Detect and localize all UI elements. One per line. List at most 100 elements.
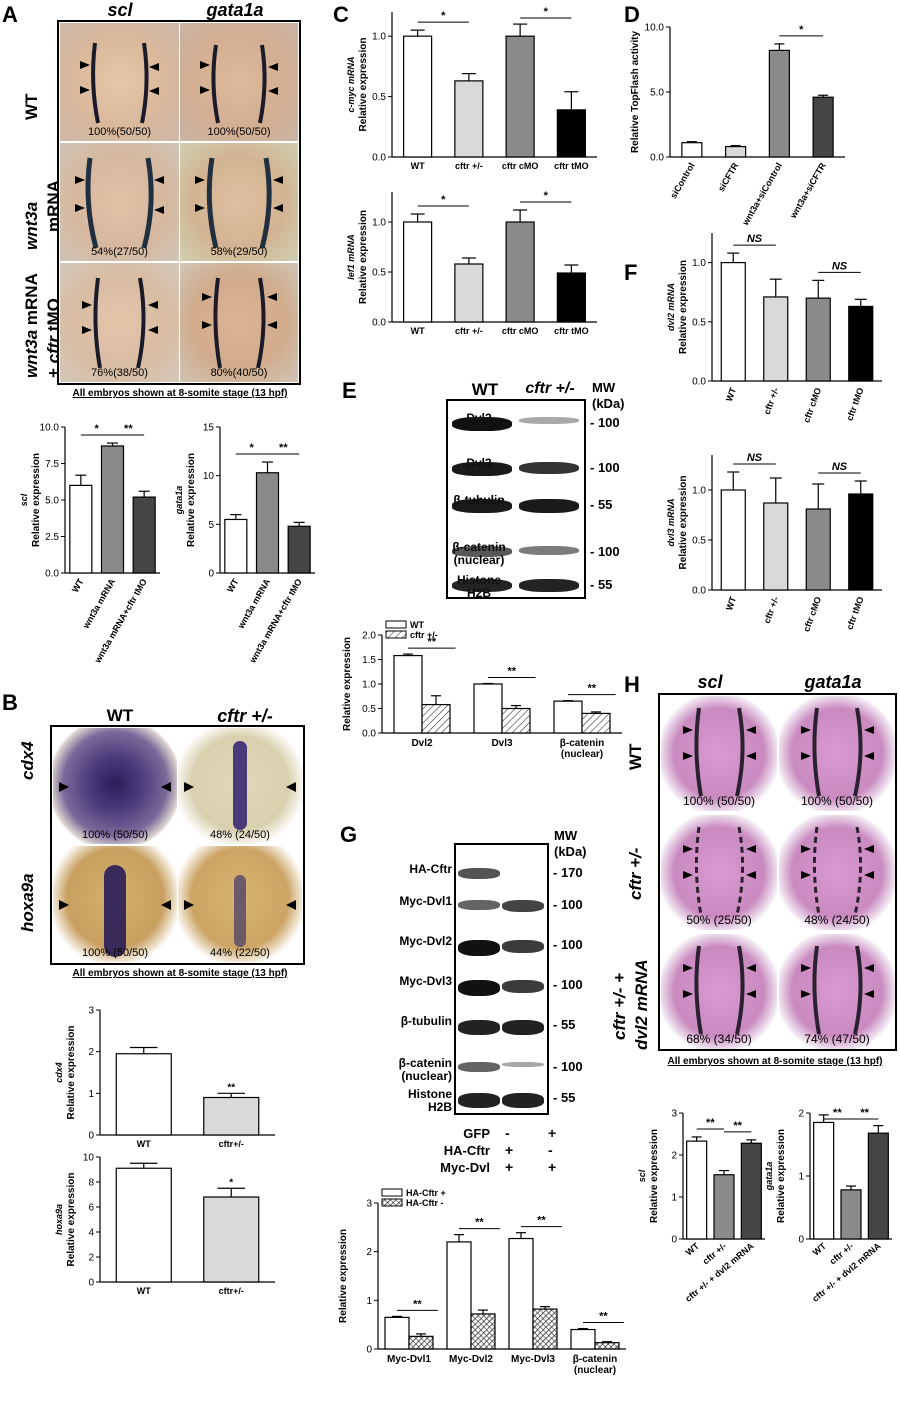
significance-marker: ** bbox=[860, 1107, 869, 1119]
panel-label-d: D bbox=[624, 2, 640, 27]
y-axis-label: Relative expression bbox=[649, 1129, 660, 1223]
bar bbox=[840, 1189, 862, 1240]
legend-swatch bbox=[385, 630, 407, 639]
bar bbox=[115, 1167, 172, 1283]
x-tick-label: cftr cMO bbox=[801, 595, 823, 633]
significance-marker: ** bbox=[733, 1120, 742, 1132]
g-band-label: HA-Cftr bbox=[409, 862, 452, 876]
embryo-image: 54%(27/50) bbox=[60, 143, 179, 261]
e-mw-label: - 55 bbox=[590, 577, 613, 592]
x-tick-label: cftr+/- bbox=[219, 1139, 244, 1149]
legend-label: HA-Cftr - bbox=[406, 1198, 444, 1208]
y-tick-label: 2 bbox=[88, 1047, 94, 1058]
bar bbox=[393, 654, 423, 734]
significance-marker: * bbox=[544, 190, 549, 202]
y-tick-label: 0.5 bbox=[372, 268, 386, 279]
y-tick-label: 0.5 bbox=[692, 536, 706, 547]
y-axis-label: scl bbox=[19, 493, 29, 506]
y-tick-label: 1.0 bbox=[362, 680, 376, 691]
g-mw-label: - 170 bbox=[553, 865, 583, 880]
g-mw-label: - 100 bbox=[553, 1059, 583, 1074]
g-condition-label: Myc-Dvl bbox=[440, 1160, 490, 1175]
e-mw-label: - 100 bbox=[590, 415, 620, 430]
x-tick-label: cftr +/- bbox=[455, 326, 483, 336]
legend-label: cftr +/- bbox=[410, 630, 438, 640]
significance-marker: ** bbox=[706, 1117, 715, 1129]
bar bbox=[501, 707, 531, 734]
y-tick-label: 0 bbox=[366, 1345, 372, 1356]
x-tick-label: cftr cMO bbox=[801, 386, 823, 424]
a-pct-2: 100%(50/50) bbox=[207, 126, 271, 138]
western-blot-band bbox=[458, 980, 500, 996]
bar bbox=[713, 1174, 735, 1240]
bar bbox=[768, 49, 790, 158]
bar bbox=[384, 1316, 410, 1350]
chart-d: 0.0 5.0 10.0 Relative TopFlash activity siCo… bbox=[630, 23, 845, 228]
significance-marker: ** bbox=[833, 1107, 842, 1119]
significance-marker: NS bbox=[747, 233, 763, 245]
bar bbox=[408, 1335, 434, 1350]
bar bbox=[421, 703, 451, 734]
legend-swatch bbox=[381, 1198, 403, 1207]
bar bbox=[681, 142, 703, 158]
bar bbox=[508, 1237, 534, 1350]
x-tick-label: Myc-Dvl2 bbox=[449, 1354, 493, 1365]
a-pct-4: 58%(29/50) bbox=[210, 246, 268, 258]
legend-label: HA-Cftr + bbox=[406, 1188, 446, 1198]
b-pct-1: 100% (50/50) bbox=[81, 829, 149, 841]
g-mw-header: MW (kDa) bbox=[554, 828, 587, 859]
y-tick-label: 1 bbox=[88, 1089, 94, 1100]
y-axis-label: Relative expression bbox=[358, 210, 369, 304]
y-tick-label: 2.5 bbox=[45, 532, 59, 543]
bar bbox=[255, 472, 280, 574]
x-tick-label: β-catenin bbox=[573, 1354, 617, 1365]
x-tick-label: cftr cMO bbox=[502, 161, 539, 171]
y-tick-label: 8 bbox=[88, 1178, 94, 1189]
g-condition-sign: - bbox=[505, 1125, 510, 1141]
legend-swatch bbox=[381, 1188, 403, 1197]
g-band-label: β-catenin (nuclear) bbox=[398, 1056, 452, 1083]
x-tick-label: WT bbox=[684, 1241, 702, 1258]
significance-marker: NS bbox=[832, 260, 848, 272]
y-axis-label: lef1 mRNA bbox=[346, 234, 356, 280]
g-condition-sign: + bbox=[548, 1125, 557, 1141]
h-pct: 48% (24/50) bbox=[804, 913, 870, 927]
x-tick-label: WT bbox=[411, 326, 425, 336]
chart-g: 0 1 2 3 Relative expression Myc-Dvl1 Myc-Dvl2 M… bbox=[338, 1188, 626, 1376]
b-pct-4: 44% (22/50) bbox=[210, 947, 270, 959]
significance-marker: ** bbox=[279, 442, 288, 454]
bar bbox=[805, 508, 831, 591]
x-tick-label: WT bbox=[137, 1286, 151, 1296]
y-tick-label: 2 bbox=[798, 1109, 804, 1120]
western-blot-band bbox=[502, 980, 544, 993]
g-band-label: Myc-Dvl1 bbox=[399, 894, 452, 908]
x-tick-label: siControl bbox=[668, 161, 696, 200]
embryo-image: 100% (50/50) bbox=[661, 696, 777, 811]
western-blot-band bbox=[502, 900, 544, 913]
y-tick-label: 0.5 bbox=[372, 92, 386, 103]
bar bbox=[867, 1132, 889, 1240]
bar bbox=[813, 1121, 835, 1240]
y-tick-label: 2 bbox=[671, 1151, 677, 1162]
y-axis-label: Relative expression bbox=[678, 476, 689, 570]
bar bbox=[470, 1313, 496, 1350]
panel-g-blot-frame bbox=[454, 843, 549, 1115]
bar bbox=[454, 263, 484, 323]
g-mw-label: - 55 bbox=[553, 1090, 576, 1105]
embryo-image: 80%(40/50) bbox=[180, 263, 298, 382]
y-tick-label: 1 bbox=[798, 1172, 804, 1183]
bar bbox=[403, 221, 433, 323]
significance-marker: * bbox=[95, 423, 100, 435]
y-tick-label: 5.0 bbox=[650, 88, 664, 99]
panel-label-g: G bbox=[340, 822, 358, 847]
chart-b-hoxa9a: 0 2 4 6 8 10 hoxa9a Relative expression WT cftr+/… bbox=[54, 1153, 275, 1296]
embryo-image: 100% (50/50) bbox=[53, 846, 177, 962]
embryo-image: 76%(38/50) bbox=[60, 263, 179, 382]
y-tick-label: 2 bbox=[88, 1253, 94, 1264]
bar bbox=[805, 297, 831, 382]
h-pct: 68% (34/50) bbox=[686, 1032, 752, 1046]
b-col-header-cftr: cftr +/- bbox=[217, 706, 273, 726]
y-axis-label: gata1a bbox=[764, 1162, 774, 1192]
western-blot-band bbox=[502, 940, 544, 953]
